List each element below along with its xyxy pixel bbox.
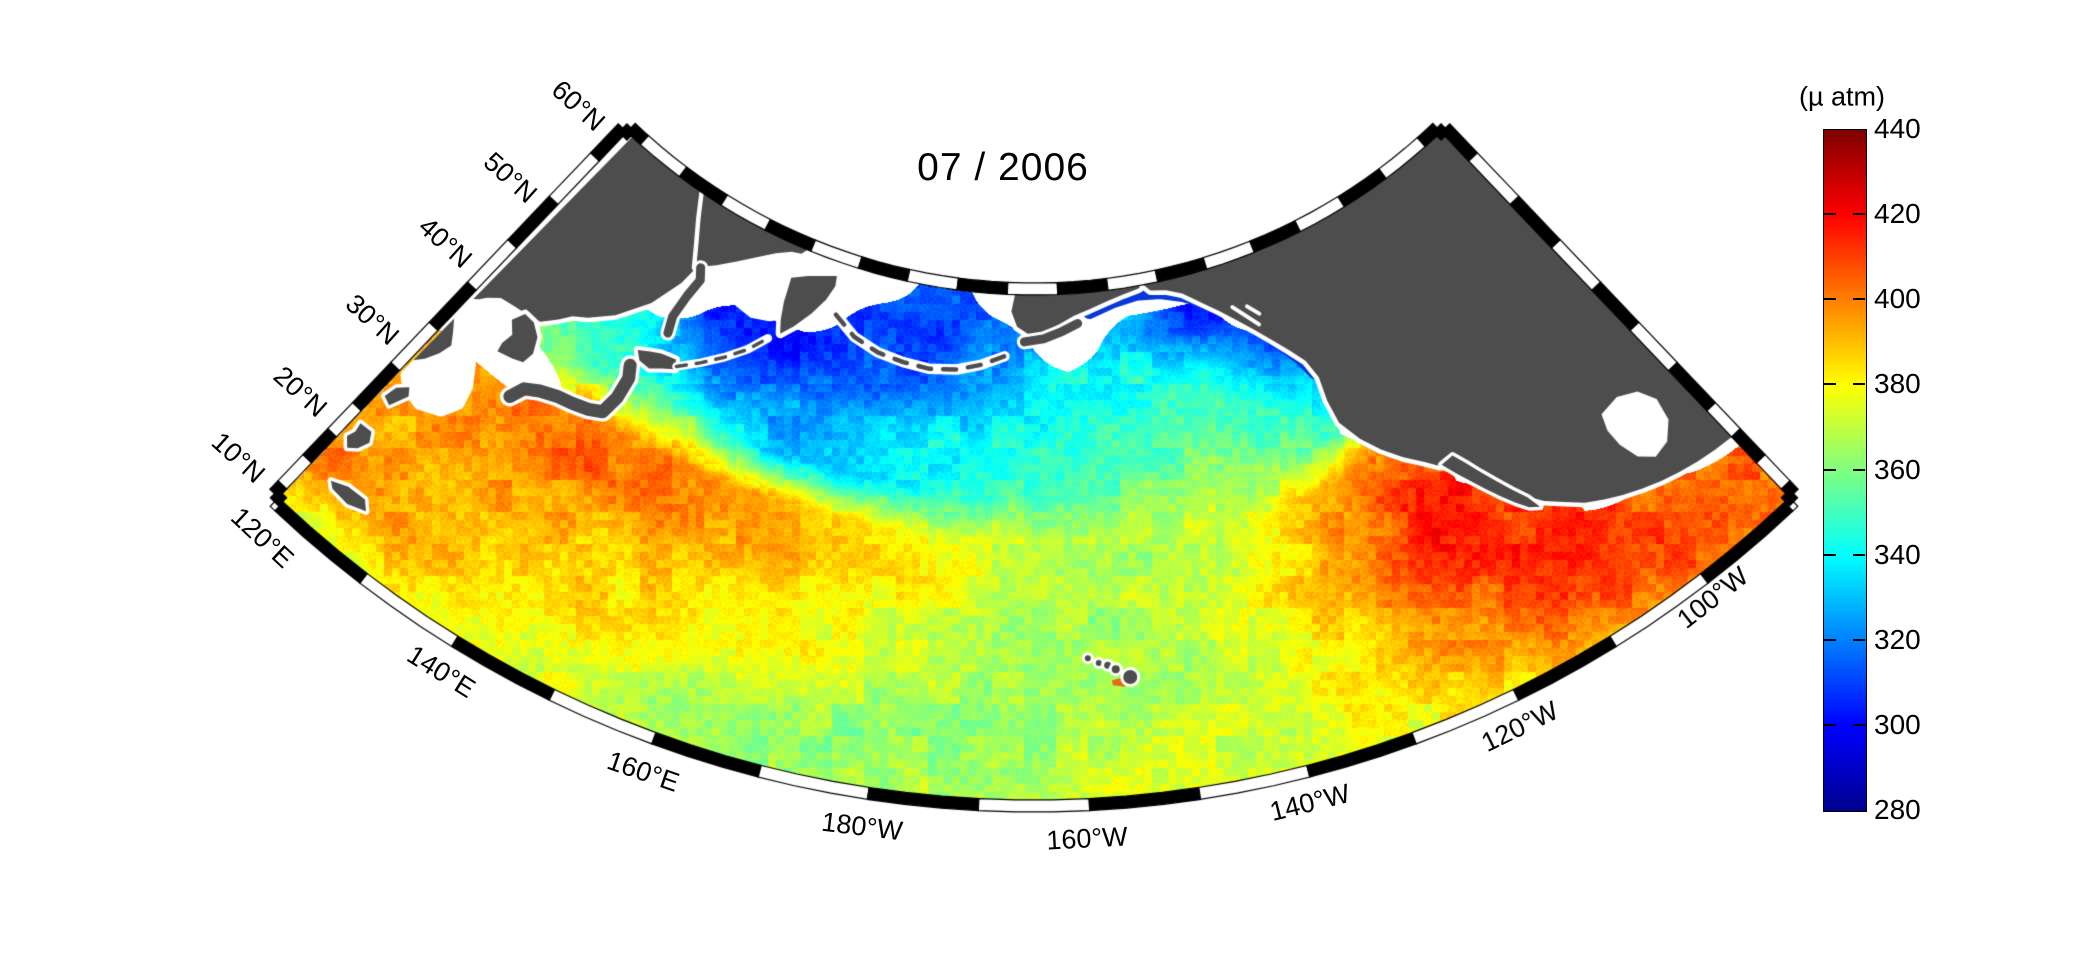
colorbar-tick-label: 400 — [1874, 283, 1921, 315]
colorbar-tick-label: 280 — [1874, 794, 1921, 825]
colorbar-tick-mark — [1824, 723, 1836, 726]
colorbar-tick-mark — [1824, 383, 1836, 386]
colorbar-tick-label: 300 — [1874, 708, 1921, 740]
colorbar-tick-mark — [1824, 468, 1836, 471]
colorbar-tick-label: 360 — [1874, 453, 1921, 485]
colorbar-tick-label: 320 — [1874, 623, 1921, 655]
colorbar-unit-label: (µ atm) — [1798, 81, 1886, 112]
colorbar-gradient — [1823, 129, 1867, 812]
lon-label-160w: 160°W — [1045, 821, 1129, 856]
colorbar-tick-mark — [1853, 468, 1865, 471]
colorbar-tick-label: 380 — [1874, 368, 1921, 400]
colorbar-tick-mark — [1853, 213, 1865, 216]
colorbar-tick-mark — [1824, 298, 1836, 301]
colorbar-tick-mark — [1853, 383, 1865, 386]
colorbar-tick-mark — [1853, 553, 1865, 556]
map-title: 07 / 2006 — [917, 146, 1089, 189]
colorbar-tick-mark — [1853, 298, 1865, 301]
colorbar-tick-label: 420 — [1874, 198, 1921, 230]
colorbar-tick-mark — [1853, 638, 1865, 641]
colorbar-tick-mark — [1824, 638, 1836, 641]
colorbar-tick-label: 340 — [1874, 538, 1921, 570]
colorbar-tick-mark — [1853, 723, 1865, 726]
colorbar-tick-label: 440 — [1874, 113, 1921, 144]
colorbar-tick-mark — [1824, 553, 1836, 556]
colorbar-tick-mark — [1824, 213, 1836, 216]
